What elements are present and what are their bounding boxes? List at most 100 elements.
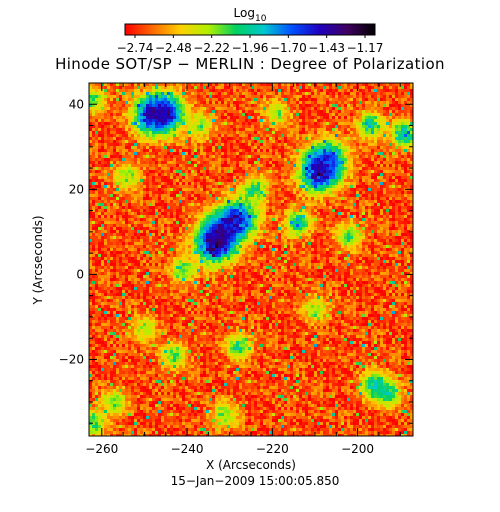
heatmap-cell — [314, 218, 318, 222]
heatmap-cell — [185, 212, 189, 216]
heatmap-cell — [101, 137, 105, 141]
heatmap-cell — [173, 161, 177, 165]
heatmap-cell — [287, 191, 291, 195]
heatmap-cell — [206, 149, 210, 153]
heatmap-cell — [395, 155, 399, 159]
heatmap-cell — [344, 218, 348, 222]
heatmap-cell — [395, 98, 399, 102]
heatmap-cell — [404, 203, 408, 207]
heatmap-cell — [263, 95, 267, 99]
heatmap-cell — [329, 191, 333, 195]
heatmap-cell — [335, 137, 339, 141]
heatmap-cell — [290, 107, 294, 111]
heatmap-cell — [119, 134, 123, 138]
heatmap-cell — [125, 116, 129, 120]
heatmap-cell — [389, 128, 393, 132]
heatmap-cell — [146, 134, 150, 138]
heatmap-cell — [230, 161, 234, 165]
heatmap-cell — [329, 218, 333, 222]
heatmap-cell — [341, 191, 345, 195]
heatmap-cell — [98, 104, 102, 108]
heatmap-cell — [242, 167, 246, 171]
heatmap-cell — [278, 113, 282, 117]
heatmap-cell — [380, 155, 384, 159]
heatmap-cell — [143, 134, 147, 138]
heatmap-cell — [311, 209, 315, 213]
heatmap-cell — [98, 167, 102, 171]
heatmap-cell — [176, 167, 180, 171]
heatmap-cell — [218, 89, 222, 93]
heatmap-cell — [110, 134, 114, 138]
heatmap-cell — [374, 86, 378, 90]
heatmap-cell — [281, 149, 285, 153]
heatmap-cell — [374, 194, 378, 198]
heatmap-cell — [386, 200, 390, 204]
heatmap-cell — [311, 188, 315, 192]
heatmap-cell — [137, 95, 141, 99]
heatmap-cell — [395, 119, 399, 123]
heatmap-cell — [314, 191, 318, 195]
heatmap-cell — [401, 89, 405, 93]
heatmap-cell — [200, 209, 204, 213]
heatmap-cell — [233, 203, 237, 207]
heatmap-cell — [281, 173, 285, 177]
heatmap-cell — [158, 158, 162, 162]
heatmap-cell — [392, 179, 396, 183]
heatmap-cell — [407, 218, 411, 222]
heatmap-cell — [221, 191, 225, 195]
heatmap-cell — [287, 197, 291, 201]
heatmap-cell — [173, 149, 177, 153]
heatmap-cell — [248, 137, 252, 141]
heatmap-cell — [374, 116, 378, 120]
heatmap-cell — [335, 209, 339, 213]
heatmap-cell — [149, 83, 153, 87]
heatmap-cell — [134, 161, 138, 165]
heatmap-cell — [281, 119, 285, 123]
heatmap-cell — [278, 152, 282, 156]
heatmap-cell — [335, 191, 339, 195]
heatmap-cell — [197, 188, 201, 192]
heatmap-cell — [182, 128, 186, 132]
heatmap-cell — [134, 152, 138, 156]
heatmap-cell — [365, 95, 369, 99]
heatmap-cell — [179, 155, 183, 159]
heatmap-cell — [248, 218, 252, 222]
heatmap-cell — [398, 113, 402, 117]
heatmap-cell — [230, 116, 234, 120]
heatmap-cell — [194, 194, 198, 198]
heatmap-cell — [128, 107, 132, 111]
heatmap-cell — [206, 89, 210, 93]
heatmap-cell — [302, 140, 306, 144]
heatmap-cell — [104, 194, 108, 198]
heatmap-cell — [407, 110, 411, 114]
heatmap-cell — [368, 203, 372, 207]
heatmap-cell — [125, 146, 129, 150]
heatmap-cell — [116, 215, 120, 219]
heatmap-cell — [224, 113, 228, 117]
heatmap-cell — [203, 188, 207, 192]
heatmap-cell — [266, 152, 270, 156]
heatmap-cell — [170, 131, 174, 135]
heatmap-cell — [227, 137, 231, 141]
heatmap-cell — [110, 104, 114, 108]
heatmap-cell — [215, 86, 219, 90]
heatmap-cell — [227, 170, 231, 174]
heatmap-cell — [296, 143, 300, 147]
heatmap-cell — [260, 104, 264, 108]
heatmap-cell — [251, 83, 255, 87]
heatmap-cell — [410, 83, 413, 87]
heatmap-cell — [101, 188, 105, 192]
heatmap-cell — [341, 113, 345, 117]
heatmap-cell — [383, 170, 387, 174]
heatmap-cell — [284, 131, 288, 135]
heatmap-cell — [410, 137, 413, 141]
heatmap-cell — [260, 95, 264, 99]
heatmap-cell — [134, 146, 138, 150]
heatmap-cell — [254, 194, 258, 198]
heatmap-cell — [317, 86, 321, 90]
heatmap-cell — [134, 164, 138, 168]
heatmap-cell — [302, 161, 306, 165]
heatmap-cell — [161, 128, 165, 132]
heatmap-cell — [320, 134, 324, 138]
heatmap-cell — [161, 83, 165, 87]
